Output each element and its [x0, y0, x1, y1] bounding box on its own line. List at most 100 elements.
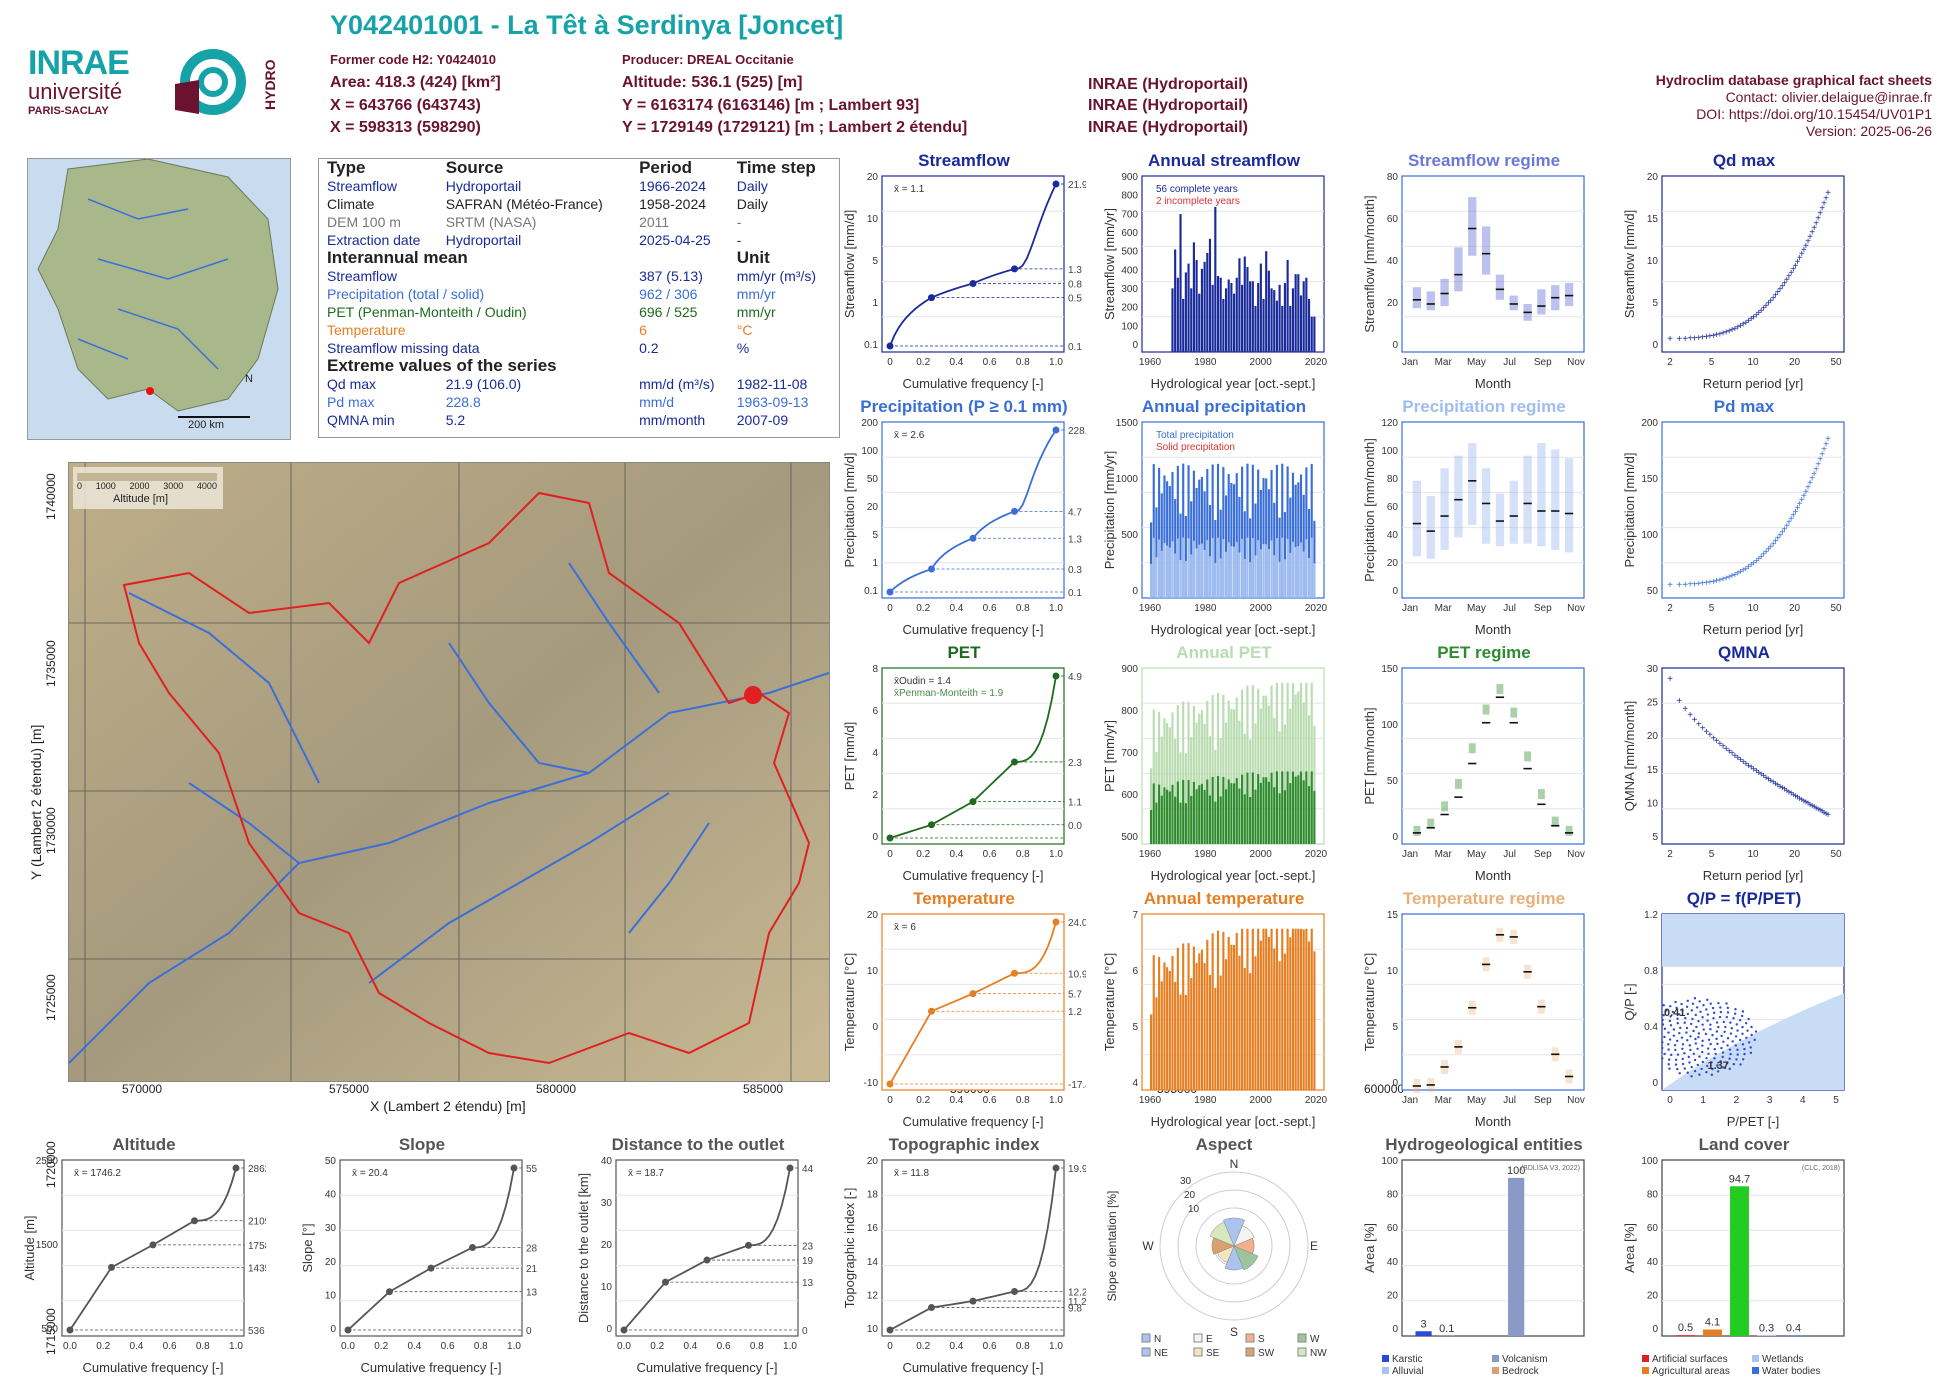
x-tick: 0.8	[1016, 603, 1030, 614]
doi[interactable]: DOI: https://doi.org/10.15454/UV01P1	[1696, 106, 1932, 122]
rp-point: +	[1751, 558, 1757, 569]
legend-swatch	[1245, 1347, 1255, 1357]
regime-box	[1523, 455, 1532, 544]
rose-ring	[1195, 1207, 1273, 1285]
rp-point: +	[1803, 797, 1809, 808]
y-axis-label: Area [%]	[1622, 1223, 1637, 1273]
chart-title: Annual PET	[1176, 644, 1272, 662]
qp-point	[1696, 1063, 1700, 1067]
y-tick: 60	[1387, 502, 1399, 513]
annual-bar	[1208, 736, 1212, 844]
annual-bar-2	[1152, 537, 1155, 598]
chart-pet_cdf: PET Cumulative frequency [-] PET [mm/d] 0 0.…	[842, 644, 1082, 883]
annual-bar	[1302, 929, 1305, 1090]
legend-swatch	[1141, 1347, 1151, 1357]
rp-point: +	[1784, 786, 1790, 797]
annual-bar-2	[1158, 539, 1161, 598]
y-tick: 200	[861, 418, 878, 429]
annual-bar	[1158, 711, 1161, 844]
regime-box-pm	[1427, 818, 1435, 829]
qp-point	[1701, 1039, 1704, 1043]
plot-frame	[881, 421, 1065, 599]
rp-point: +	[1740, 757, 1746, 768]
qp-point	[1705, 1008, 1708, 1011]
rp-point: +	[1779, 528, 1785, 539]
qp-point	[1661, 1018, 1664, 1022]
x-l2e: X = 598313 (598290)	[330, 119, 481, 136]
legend-swatch	[1492, 1355, 1499, 1362]
annual-bar	[1200, 949, 1204, 1090]
annual-bar	[1257, 688, 1260, 844]
legend-entry: W	[1310, 1334, 1320, 1345]
interannual-heading: Interannual mean	[327, 248, 468, 267]
quantile-point	[232, 1164, 240, 1172]
qp-point	[1690, 1075, 1693, 1078]
regime-box	[1454, 247, 1463, 292]
rp-point: +	[1692, 333, 1698, 344]
rp-point: +	[1700, 723, 1706, 734]
watershed-map-svg	[69, 463, 829, 1081]
x-tick: 2000	[1250, 849, 1273, 860]
annual-bar	[1190, 501, 1193, 598]
annual-bar-2	[1168, 547, 1171, 598]
y-tick: 60	[1387, 1223, 1399, 1234]
y-axis-label: Q/P [-]	[1622, 983, 1637, 1020]
row-source: SRTM (NASA)	[445, 214, 537, 230]
logo-univ-text: université	[28, 79, 123, 104]
y-tick: 16	[867, 1223, 879, 1234]
annual-bar	[1265, 478, 1268, 598]
annual-bar	[1275, 682, 1278, 844]
rp-point: +	[1770, 777, 1776, 788]
annual-bar	[1224, 722, 1228, 844]
rp-point: +	[1707, 578, 1713, 589]
contact[interactable]: Contact: olivier.delaigue@inrae.fr	[1725, 89, 1932, 105]
annual-bar	[1291, 472, 1295, 598]
rp-point: +	[1813, 464, 1819, 475]
annual-bar	[1208, 505, 1212, 598]
rp-point: +	[1825, 188, 1831, 199]
regime-box	[1426, 291, 1435, 311]
annual-bar-2	[1222, 776, 1225, 844]
legend-swatch	[1245, 1333, 1255, 1343]
rp-point: +	[1732, 570, 1738, 581]
annual-bar-2	[1195, 548, 1198, 598]
rp-point: +	[1819, 204, 1825, 215]
mean-label: Streamflow	[327, 268, 398, 284]
row-step: -	[736, 232, 742, 248]
y-tick: 400	[1121, 265, 1138, 276]
bar-label: 0.1	[1439, 1323, 1454, 1335]
annual-bar	[1155, 507, 1158, 598]
qp-point	[1734, 1035, 1738, 1038]
y-tick: 20	[1387, 558, 1399, 569]
rp-point: +	[1813, 218, 1819, 229]
annual-bar	[1219, 509, 1222, 598]
legend-swatch	[1141, 1333, 1151, 1343]
chart-pd_max: Pd max Return period [yr] Precipitation [m…	[1622, 398, 1845, 637]
annual-bar	[1307, 298, 1311, 352]
y-tick: 0	[1392, 586, 1398, 597]
y-tick: 2	[872, 790, 878, 801]
qp-point	[1701, 1050, 1704, 1054]
info-row: DEM 100 m SRTM (NASA) 2011 -	[323, 213, 835, 231]
annual-bar	[1259, 708, 1262, 844]
mean-unit: mm/yr (m³/s)	[736, 268, 817, 284]
annual-bar-2	[1235, 541, 1238, 598]
y-tick: 5	[872, 530, 878, 541]
y-tick: 600	[1121, 228, 1138, 239]
annual-bar	[1168, 486, 1171, 598]
x-tick: 0.2	[916, 849, 930, 860]
quantile-point	[786, 1164, 794, 1172]
annual-bar	[1273, 502, 1276, 598]
quantile-point	[969, 990, 977, 998]
annual-bar	[1273, 948, 1276, 1090]
annual-bar	[1184, 516, 1187, 598]
quantile-point	[969, 534, 977, 542]
quantile-label: 228.8	[1068, 426, 1086, 437]
annual-bar	[1251, 281, 1254, 352]
annual-bar	[1233, 484, 1236, 598]
x-tick: Jul	[1503, 603, 1516, 614]
mean-label: x̄ = 2.6	[894, 430, 925, 441]
annual-bar	[1249, 518, 1252, 598]
qp-point	[1662, 1004, 1665, 1007]
chart-altitude_cdf: Altitude Cumulative frequency [-] Altitude…	[22, 1136, 266, 1375]
